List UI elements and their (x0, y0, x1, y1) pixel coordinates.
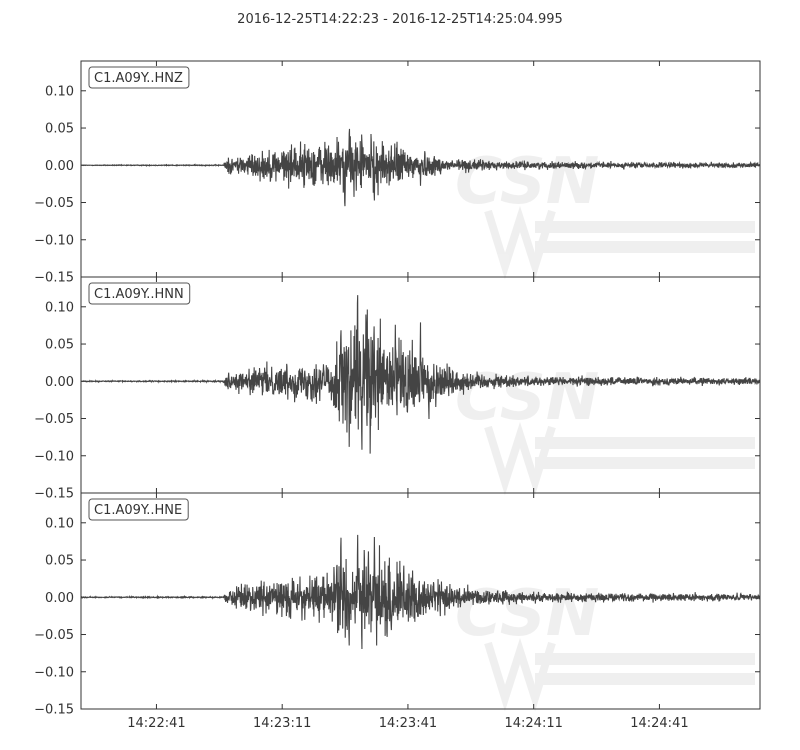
y-tick-label: −0.15 (34, 487, 74, 502)
watermark-logo (484, 421, 556, 496)
watermark-logo (484, 637, 556, 712)
waveform-line (81, 534, 760, 650)
y-tick-label: 0.10 (45, 516, 74, 531)
trace-panel-2: CSN 0.10 0.05 0.00 −0.05 −0.10 −0.15 C1.A09Y..H… (34, 276, 761, 502)
y-tick-label: −0.10 (34, 449, 74, 464)
watermark-logo (484, 205, 556, 280)
panel-frame (80, 492, 761, 710)
y-tick-label: −0.10 (34, 665, 74, 680)
y-tick-label: −0.15 (34, 271, 74, 286)
watermark: CSN (455, 361, 755, 496)
chart-title: 2016-12-25T14:22:23 - 2016-12-25T14:25:0… (237, 12, 563, 27)
watermark-bar (535, 437, 755, 449)
watermark: CSN (455, 577, 755, 712)
channel-label-box: C1.A09Y..HNN (88, 282, 191, 305)
channel-label-frame (88, 498, 189, 521)
panels-layer: CSN 0.10 0.05 0.00 −0.05 −0.10 −0.15 C1.A09Y..H… (34, 60, 761, 718)
channel-label-frame (88, 66, 190, 89)
x-axis: 14:22:41 14:23:11 14:23:41 14:24:11 14:24:41 (127, 716, 688, 731)
trace-panel-1: CSN 0.10 0.05 0.00 −0.05 −0.10 −0.15 C1.A09Y..H… (34, 60, 761, 286)
watermark-text: CSN (455, 361, 599, 435)
y-tick-label: 0.05 (45, 122, 74, 137)
y-tick-label: 0.05 (45, 554, 74, 569)
x-tick-label: 14:24:11 (504, 716, 562, 731)
channel-label-box: C1.A09Y..HNE (88, 498, 189, 521)
y-tick-label: 0.10 (45, 300, 74, 315)
channel-label: C1.A09Y..HNE (94, 503, 182, 518)
waveform-line (81, 128, 760, 207)
watermark-text: CSN (455, 577, 599, 651)
y-tick-label: −0.05 (34, 628, 74, 643)
x-tick-label: 14:22:41 (127, 716, 185, 731)
y-tick-label: 0.00 (45, 159, 74, 174)
watermark-bar (535, 221, 755, 233)
watermark: CSN (455, 145, 755, 280)
watermark-text: CSN (455, 145, 599, 219)
watermark-bar (535, 673, 755, 685)
x-tick-label: 14:23:41 (379, 716, 437, 731)
y-tick-label: 0.00 (45, 375, 74, 390)
x-tick-label: 14:23:11 (253, 716, 311, 731)
waveform-line (81, 295, 760, 454)
watermark-bar (535, 457, 755, 469)
watermark-bar (535, 653, 755, 665)
y-tick-label: 0.10 (45, 84, 74, 99)
x-tick-label: 14:24:41 (630, 716, 688, 731)
y-tick-label: −0.05 (34, 412, 74, 427)
trace-panel-3: CSN 0.10 0.05 0.00 −0.05 −0.10 −0.15 C1.A09Y..H… (34, 492, 761, 718)
channel-label: C1.A09Y..HNZ (94, 71, 183, 86)
y-tick-label: −0.15 (34, 703, 74, 718)
channel-label-frame (88, 282, 191, 305)
y-tick-label: 0.05 (45, 338, 74, 353)
y-tick-label: −0.10 (34, 233, 74, 248)
channel-label: C1.A09Y..HNN (94, 287, 184, 302)
y-tick-label: 0.00 (45, 591, 74, 606)
watermark-bar (535, 241, 755, 253)
y-tick-label: −0.05 (34, 196, 74, 211)
channel-label-box: C1.A09Y..HNZ (88, 66, 190, 89)
